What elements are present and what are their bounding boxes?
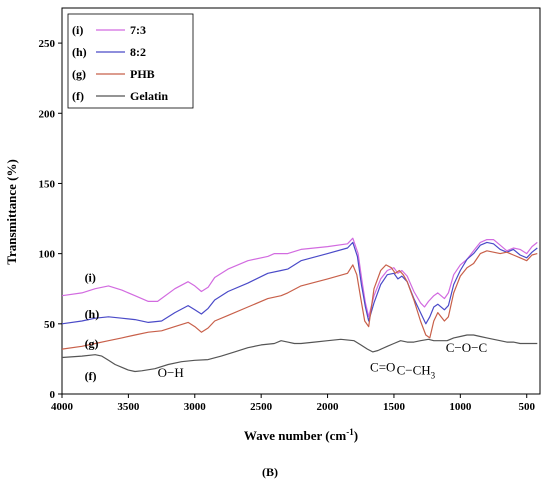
band-annotation: C−O−C xyxy=(446,340,487,355)
x-tick-label: 2000 xyxy=(317,401,340,413)
series-line-g xyxy=(61,250,538,350)
band-annotation: C−CH3 xyxy=(397,362,436,380)
legend-box xyxy=(67,13,194,109)
x-axis: 4000 3500 3000 2500 2000 1500 1000 500 xyxy=(51,394,535,413)
series-line-h xyxy=(61,241,538,325)
y-tick-label: 200 xyxy=(39,108,56,120)
x-tick-label: 4000 xyxy=(51,401,74,413)
series-tag-f: (f) xyxy=(85,369,97,383)
series-tag-h: (h) xyxy=(85,307,100,321)
series-lines xyxy=(61,237,538,373)
panel-label: (B) xyxy=(262,465,278,479)
legend-tag-h: (h) xyxy=(72,45,87,59)
band-annotation-text: C=O xyxy=(370,360,395,375)
band-annotation: O−H xyxy=(158,365,184,380)
legend-name-i: 7:3 xyxy=(130,23,146,37)
band-annotation-text: O−H xyxy=(158,365,184,380)
legend-name-g: PHB xyxy=(130,67,155,81)
x-axis-title: Wave number (cm-1) xyxy=(244,427,358,443)
y-axis-title: Transmittance (%) xyxy=(4,159,19,265)
legend-tag-i: (i) xyxy=(72,23,83,37)
x-tick-label: 500 xyxy=(518,401,535,413)
band-annotation-text: C−O−C xyxy=(446,340,487,355)
series-line-f xyxy=(61,334,538,373)
x-tick-label: 3000 xyxy=(184,401,207,413)
series-tag-i: (i) xyxy=(85,271,96,285)
x-tick-label: 2500 xyxy=(250,401,273,413)
y-tick-label: 50 xyxy=(44,319,56,331)
y-tick-label: 150 xyxy=(39,178,56,190)
plot-frame xyxy=(61,7,541,395)
x-axis-title-main: Wave number (cm xyxy=(244,428,346,443)
band-annotation-text: C−CH xyxy=(397,362,431,377)
legend: (i) 7:3 (h) 8:2 (g) PHB (f) Gelatin xyxy=(67,13,194,109)
x-axis-title-sup: -1 xyxy=(346,427,354,437)
series-line-i xyxy=(61,237,538,318)
y-axis: 0 50 100 150 200 250 xyxy=(39,38,62,401)
legend-tag-f: (f) xyxy=(72,89,84,103)
legend-name-h: 8:2 xyxy=(130,45,146,59)
legend-tag-g: (g) xyxy=(72,67,86,81)
band-annotation-sub: 3 xyxy=(431,370,436,380)
x-axis-title-close: ) xyxy=(354,428,358,443)
y-tick-label: 100 xyxy=(39,249,56,261)
x-tick-label: 3500 xyxy=(117,401,140,413)
x-tick-label: 1000 xyxy=(449,401,472,413)
series-tags: (i) (h) (g) (f) xyxy=(85,271,100,383)
y-tick-label: 0 xyxy=(50,389,56,401)
band-annotation: C=O xyxy=(370,360,395,375)
x-tick-label: 1500 xyxy=(383,401,406,413)
y-tick-label: 250 xyxy=(39,38,56,50)
series-tag-g: (g) xyxy=(85,337,99,351)
legend-name-f: Gelatin xyxy=(130,89,168,103)
band-annotations: O−H C=O C−CH3 C−O−C xyxy=(158,340,488,380)
